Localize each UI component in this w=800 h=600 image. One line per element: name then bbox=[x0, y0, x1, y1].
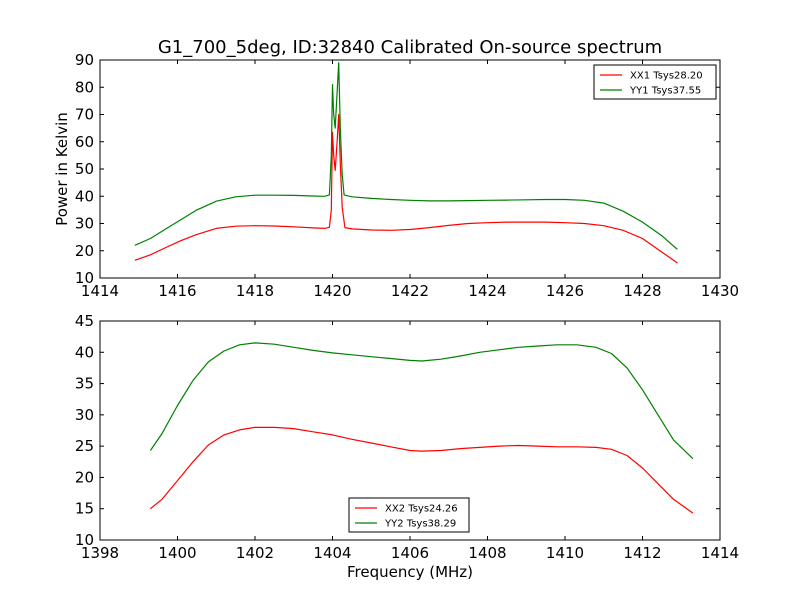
x-tick-label: 1402 bbox=[236, 544, 274, 562]
y-tick-label: 30 bbox=[75, 215, 94, 233]
x-tick-label: 1410 bbox=[546, 544, 584, 562]
series-line-yy2 bbox=[149, 342, 694, 460]
y-tick-label: 70 bbox=[75, 106, 94, 124]
x-tick-label: 1404 bbox=[313, 544, 351, 562]
series-line-xx2 bbox=[150, 426, 694, 514]
x-tick-label: 1422 bbox=[391, 282, 429, 300]
y-tick-label: 10 bbox=[75, 269, 94, 287]
y-tick-label: 10 bbox=[75, 531, 94, 549]
y-axis-label: Power in Kelvin bbox=[53, 112, 71, 226]
legend-label-xx1: XX1 Tsys28.20 bbox=[630, 71, 703, 82]
chart-title: G1_700_5deg, ID:32840 Calibrated On-sour… bbox=[158, 37, 662, 58]
x-tick-label: 1424 bbox=[468, 282, 506, 300]
x-tick-label: 1426 bbox=[546, 282, 584, 300]
x-axis-label: Frequency (MHz) bbox=[347, 563, 473, 581]
legend-label-xx2: XX2 Tsys24.26 bbox=[385, 504, 458, 515]
y-tick-label: 20 bbox=[75, 468, 94, 486]
legend-box-2 bbox=[348, 497, 470, 533]
x-tick-label: 1398 bbox=[81, 544, 119, 562]
x-tick-label: 1416 bbox=[158, 282, 196, 300]
y-tick-label: 45 bbox=[75, 312, 94, 330]
x-tick-label: 1408 bbox=[468, 544, 506, 562]
x-tick-label: 1430 bbox=[701, 282, 739, 300]
x-tick-label: 1406 bbox=[391, 544, 429, 562]
y-tick-label: 50 bbox=[75, 160, 94, 178]
x-tick-label: 1420 bbox=[313, 282, 351, 300]
y-tick-label: 80 bbox=[75, 78, 94, 96]
y-tick-label: 25 bbox=[75, 437, 94, 455]
legend-box-1 bbox=[593, 64, 717, 100]
y-tick-label: 30 bbox=[75, 406, 94, 424]
x-tick-label: 1412 bbox=[623, 544, 661, 562]
y-tick-label: 90 bbox=[75, 51, 94, 69]
legend-label-yy2: YY2 Tsys38.29 bbox=[384, 519, 456, 530]
y-tick-label: 60 bbox=[75, 133, 94, 151]
y-tick-label: 40 bbox=[75, 187, 94, 205]
x-tick-label: 1414 bbox=[81, 282, 119, 300]
x-tick-label: 1414 bbox=[701, 544, 739, 562]
y-tick-label: 40 bbox=[75, 343, 94, 361]
series-line-xx1 bbox=[134, 113, 678, 264]
x-tick-label: 1428 bbox=[623, 282, 661, 300]
y-tick-label: 20 bbox=[75, 242, 94, 260]
x-tick-label: 1418 bbox=[236, 282, 274, 300]
x-tick-label: 1400 bbox=[158, 544, 196, 562]
y-tick-label: 15 bbox=[75, 500, 94, 518]
y-tick-label: 35 bbox=[75, 375, 94, 393]
series-line-yy1 bbox=[134, 62, 678, 250]
legend-label-yy1: YY1 Tsys37.55 bbox=[629, 86, 701, 97]
